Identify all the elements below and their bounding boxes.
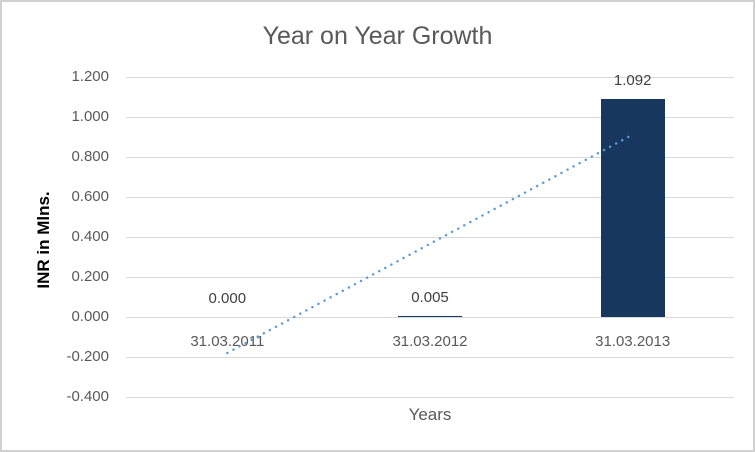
x-axis-title: Years bbox=[408, 405, 452, 424]
gridline bbox=[126, 116, 734, 118]
y-axis-tick-label: 0.800 bbox=[71, 148, 109, 165]
y-axis-tick-label: 1.000 bbox=[71, 108, 109, 125]
x-axis-category-label: 31.03.2013 bbox=[595, 333, 671, 350]
x-axis-category-label: 31.03.2012 bbox=[392, 333, 468, 350]
y-axis-tick-label: 0.200 bbox=[71, 268, 109, 285]
bar bbox=[398, 316, 462, 317]
y-axis-tick-label: 0.000 bbox=[71, 308, 109, 325]
y-axis-tick-label: -0.400 bbox=[66, 388, 109, 405]
bar bbox=[600, 98, 665, 317]
x-axis-category-label: 31.03.2011 bbox=[190, 333, 265, 350]
y-axis-tick-label: 0.600 bbox=[71, 188, 109, 205]
bar-data-label: 1.092 bbox=[613, 71, 652, 89]
gridline bbox=[126, 396, 734, 398]
bar-data-label: 0.005 bbox=[411, 289, 449, 306]
y-axis-tick-label: 0.400 bbox=[71, 228, 109, 245]
gridline bbox=[126, 356, 734, 358]
chart-title: Year on Year Growth bbox=[262, 22, 493, 50]
y-axis-tick-label: 1.200 bbox=[71, 68, 109, 85]
gridline bbox=[126, 76, 734, 78]
bar-data-label: 0.000 bbox=[208, 290, 247, 307]
y-axis-tick-label: -0.200 bbox=[66, 348, 109, 365]
